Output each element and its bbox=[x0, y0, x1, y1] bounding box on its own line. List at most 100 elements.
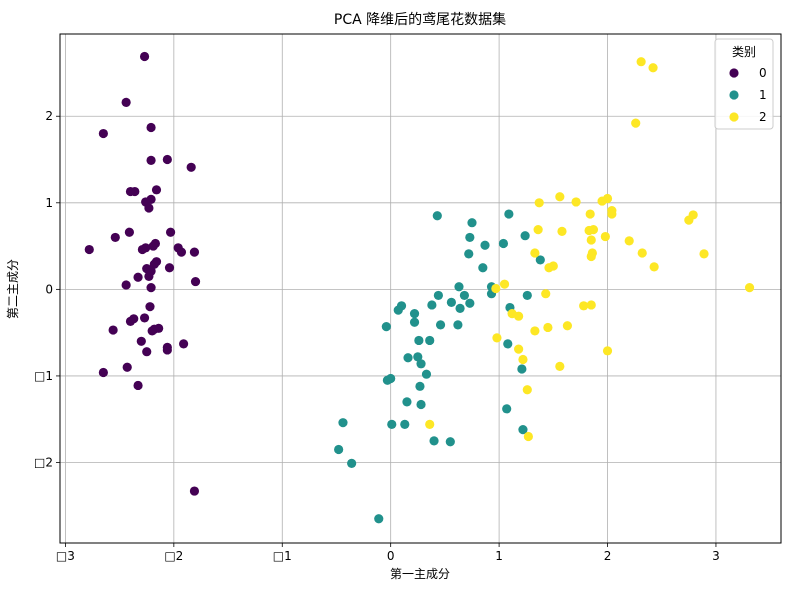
data-point-class-2 bbox=[585, 209, 595, 219]
data-point-class-0 bbox=[124, 227, 134, 237]
data-point-class-2 bbox=[514, 344, 524, 354]
data-point-class-1 bbox=[425, 335, 435, 346]
data-point-class-2 bbox=[491, 283, 501, 294]
x-tick-label: 1 bbox=[495, 549, 503, 563]
data-point-class-2 bbox=[492, 333, 502, 343]
data-point-class-0 bbox=[176, 247, 187, 257]
data-point-class-0 bbox=[121, 97, 131, 107]
data-point-class-2 bbox=[523, 431, 533, 442]
data-point-class-0 bbox=[164, 263, 175, 273]
data-point-class-2 bbox=[649, 262, 659, 272]
data-point-class-1 bbox=[453, 320, 463, 330]
data-point-class-2 bbox=[602, 346, 613, 356]
data-point-class-0 bbox=[136, 336, 146, 346]
data-point-class-2 bbox=[530, 248, 540, 258]
data-point-class-0 bbox=[139, 313, 150, 323]
data-point-class-1 bbox=[413, 352, 423, 362]
data-point-class-0 bbox=[84, 244, 94, 255]
data-point-class-1 bbox=[432, 211, 442, 221]
data-point-class-2 bbox=[555, 361, 565, 372]
x-tick-label: 3 bbox=[712, 549, 720, 563]
data-point-class-2 bbox=[586, 300, 596, 310]
data-point-class-0 bbox=[133, 380, 143, 391]
data-point-class-0 bbox=[110, 232, 120, 243]
data-point-class-0 bbox=[145, 302, 155, 312]
data-point-class-0 bbox=[144, 271, 154, 281]
data-point-class-0 bbox=[125, 186, 136, 197]
data-point-class-0 bbox=[189, 486, 200, 496]
data-point-class-1 bbox=[421, 369, 432, 379]
data-point-class-0 bbox=[190, 276, 201, 287]
data-point-class-0 bbox=[98, 128, 108, 139]
data-point-class-0 bbox=[121, 280, 131, 290]
data-point-class-2 bbox=[499, 279, 510, 289]
data-point-class-2 bbox=[562, 321, 573, 331]
legend-marker-1 bbox=[729, 90, 739, 100]
data-point-class-1 bbox=[400, 419, 410, 430]
data-point-class-1 bbox=[454, 282, 464, 292]
data-point-class-0 bbox=[146, 155, 156, 165]
data-point-class-0 bbox=[108, 325, 118, 335]
data-point-class-1 bbox=[393, 305, 403, 315]
data-point-class-0 bbox=[122, 362, 132, 372]
data-point-class-0 bbox=[146, 122, 156, 133]
data-point-class-0 bbox=[142, 347, 152, 357]
data-point-class-1 bbox=[520, 231, 530, 241]
data-point-class-1 bbox=[478, 263, 488, 273]
data-point-class-2 bbox=[543, 322, 553, 333]
data-point-class-1 bbox=[347, 458, 357, 468]
data-point-class-1 bbox=[435, 320, 446, 330]
data-point-class-0 bbox=[162, 345, 172, 355]
data-point-class-2 bbox=[541, 289, 551, 299]
data-point-class-1 bbox=[433, 290, 443, 301]
data-point-class-2 bbox=[648, 63, 658, 73]
legend-items: 0 1 2 bbox=[729, 66, 767, 124]
ticks: □3 □2 □1 0 1 2 3 □2 □1 0 1 2 bbox=[34, 109, 720, 563]
data-point-class-2 bbox=[533, 225, 543, 235]
data-point-class-1 bbox=[504, 209, 514, 219]
data-point-class-2 bbox=[744, 283, 755, 293]
data-point-class-0 bbox=[179, 339, 189, 349]
data-point-class-2 bbox=[425, 419, 435, 430]
data-point-class-1 bbox=[446, 297, 456, 307]
data-point-class-0 bbox=[133, 272, 143, 282]
plot-frame bbox=[59, 33, 782, 544]
data-point-class-1 bbox=[445, 437, 455, 447]
data-point-class-0 bbox=[186, 162, 196, 172]
legend-label-2: 2 bbox=[759, 110, 767, 124]
data-point-class-1 bbox=[522, 290, 532, 301]
data-point-class-1 bbox=[409, 309, 420, 319]
data-point-class-1 bbox=[403, 353, 413, 363]
data-point-class-0 bbox=[148, 241, 158, 251]
data-point-class-1 bbox=[502, 404, 512, 414]
data-point-class-2 bbox=[534, 198, 544, 208]
legend-label-1: 1 bbox=[759, 88, 767, 102]
y-tick-label: 2 bbox=[45, 109, 53, 123]
data-point-class-2 bbox=[684, 215, 694, 225]
data-point-class-1 bbox=[387, 419, 397, 430]
chart-title: PCA 降维后的鸢尾花数据集 bbox=[334, 11, 506, 28]
data-point-class-2 bbox=[631, 118, 641, 128]
data-point-class-1 bbox=[416, 399, 426, 410]
data-point-class-1 bbox=[427, 300, 437, 310]
y-tick-label: □2 bbox=[34, 455, 53, 469]
data-point-class-1 bbox=[416, 359, 426, 369]
legend-marker-0 bbox=[729, 68, 739, 78]
legend-title: 类别 bbox=[732, 45, 756, 59]
data-point-class-1 bbox=[429, 436, 439, 446]
legend-label-0: 0 bbox=[759, 66, 767, 80]
data-point-class-1 bbox=[386, 373, 396, 384]
data-point-class-2 bbox=[544, 263, 554, 273]
legend-box bbox=[714, 38, 774, 130]
data-point-class-0 bbox=[139, 51, 150, 62]
data-points bbox=[84, 51, 755, 524]
y-axis-label: 第二主成分 bbox=[6, 259, 20, 319]
data-point-class-1 bbox=[381, 321, 391, 332]
data-point-class-1 bbox=[455, 303, 465, 314]
data-point-class-1 bbox=[415, 381, 425, 391]
data-point-class-1 bbox=[465, 298, 475, 308]
x-tick-label: 2 bbox=[604, 549, 612, 563]
data-point-class-1 bbox=[498, 238, 509, 249]
data-point-class-2 bbox=[624, 236, 634, 246]
